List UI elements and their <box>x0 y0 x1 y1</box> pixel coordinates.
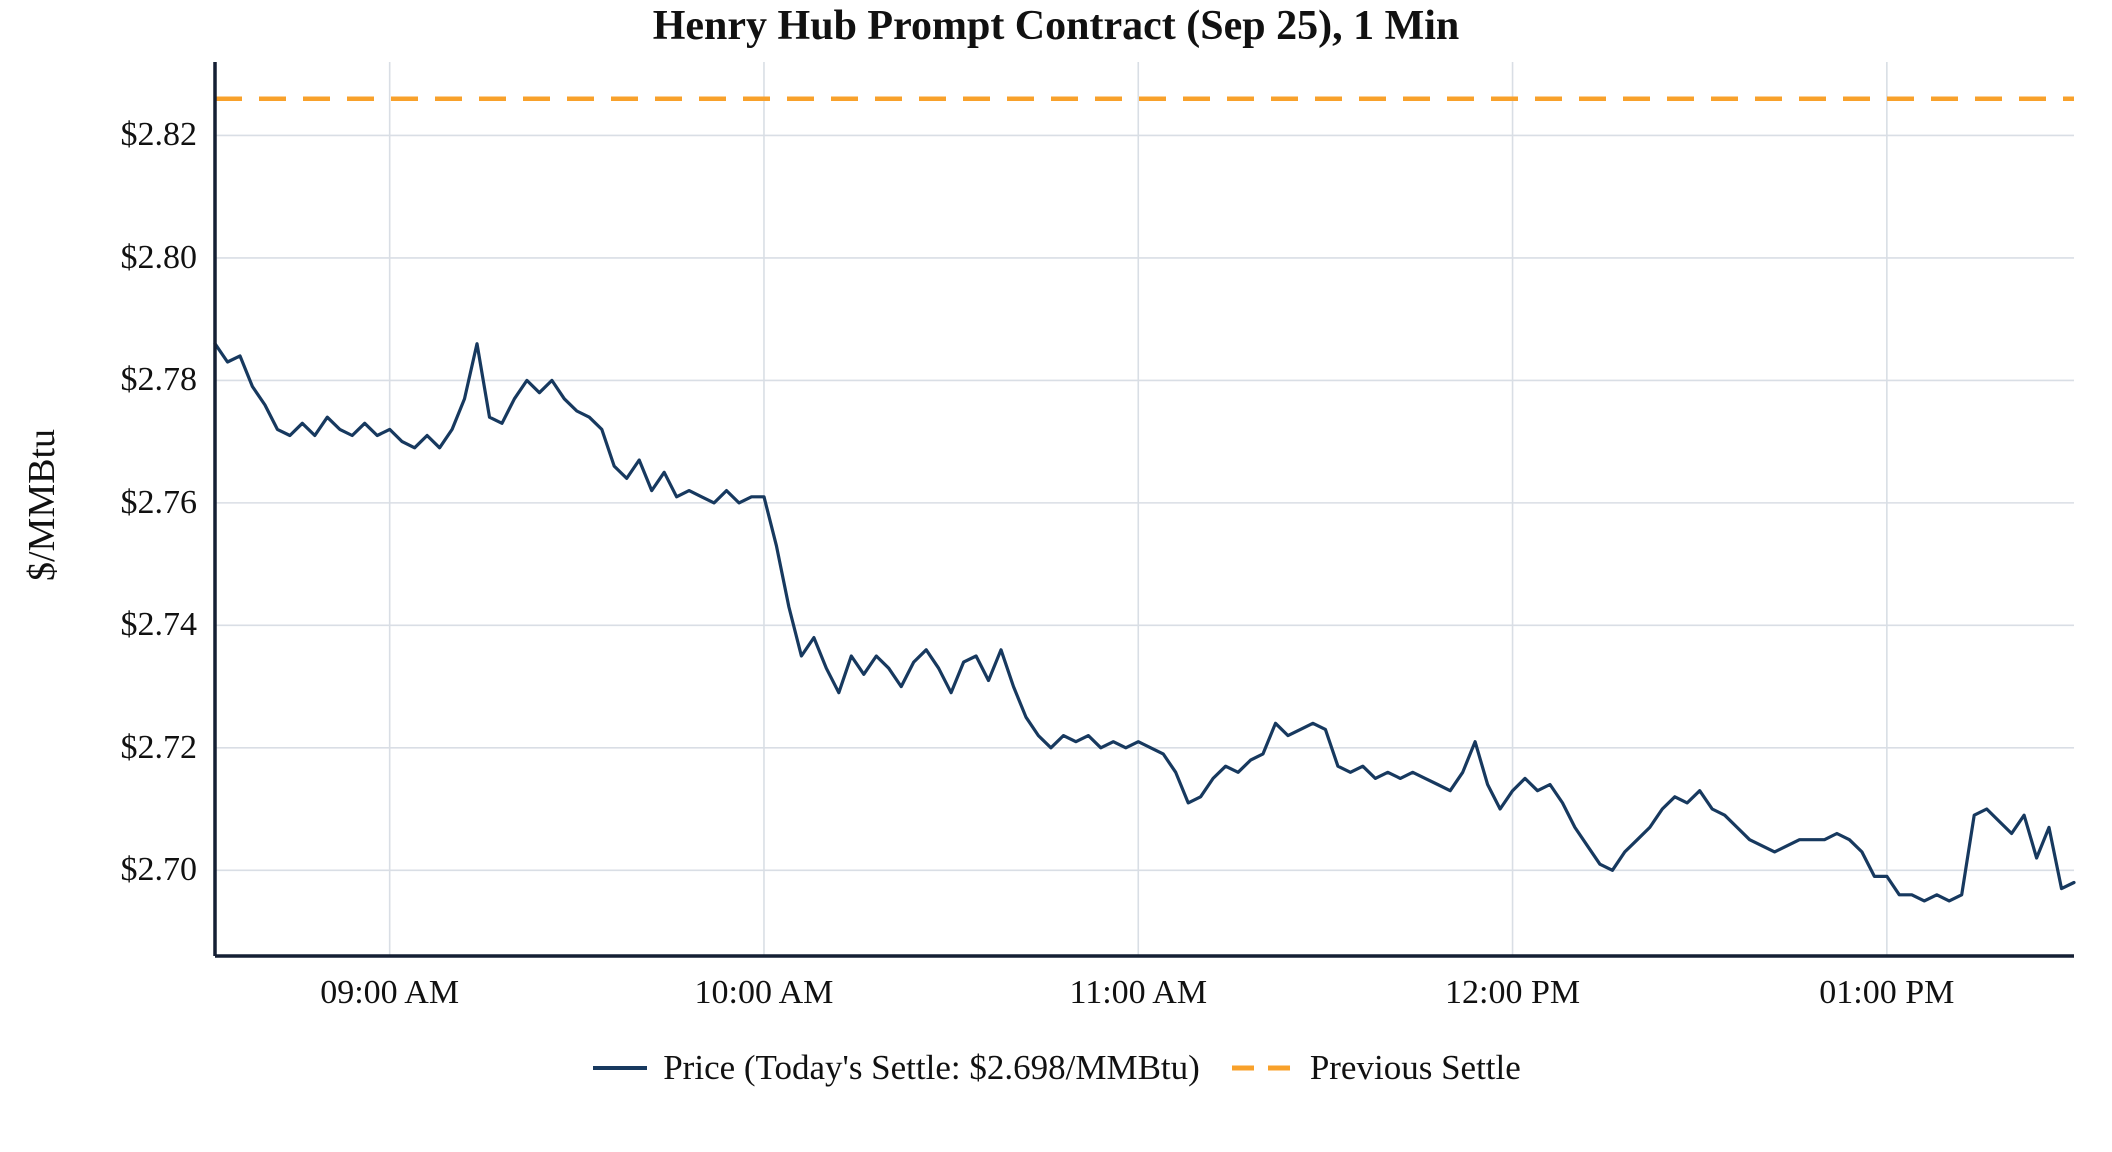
y-tick-label: $2.80 <box>120 238 198 276</box>
legend-item-price: Price (Today's Settle: $2.698/MMBtu) <box>591 1048 1200 1088</box>
legend-item-previous-settle: Previous Settle <box>1230 1048 1521 1088</box>
legend-label-previous-settle: Previous Settle <box>1309 1048 1521 1087</box>
y-tick-label: $2.74 <box>120 606 198 644</box>
x-tick-label: 11:00 AM <box>1069 974 1208 1011</box>
chart-title: Henry Hub Prompt Contract (Sep 25), 1 Mi… <box>652 3 1460 49</box>
legend: Price (Today's Settle: $2.698/MMBtu) Pre… <box>0 1048 2112 1088</box>
y-tick-label: $2.82 <box>120 116 198 154</box>
y-tick-label: $2.76 <box>120 483 198 521</box>
x-tick-label: 01:00 PM <box>1819 974 1955 1011</box>
price-line <box>213 342 2076 903</box>
x-tick-label: 12:00 PM <box>1445 974 1581 1011</box>
price-line-swatch-icon <box>593 1066 648 1070</box>
y-tick-label: $2.70 <box>120 851 198 889</box>
x-tick-label: 10:00 AM <box>694 974 834 1011</box>
legend-label-price: Price (Today's Settle: $2.698/MMBtu) <box>663 1048 1200 1087</box>
x-tick-label: 09:00 AM <box>320 974 460 1011</box>
previous-settle-dash-swatch-icon <box>1231 1065 1294 1071</box>
y-tick-label: $2.72 <box>120 728 198 766</box>
y-tick-label: $2.78 <box>120 361 198 399</box>
